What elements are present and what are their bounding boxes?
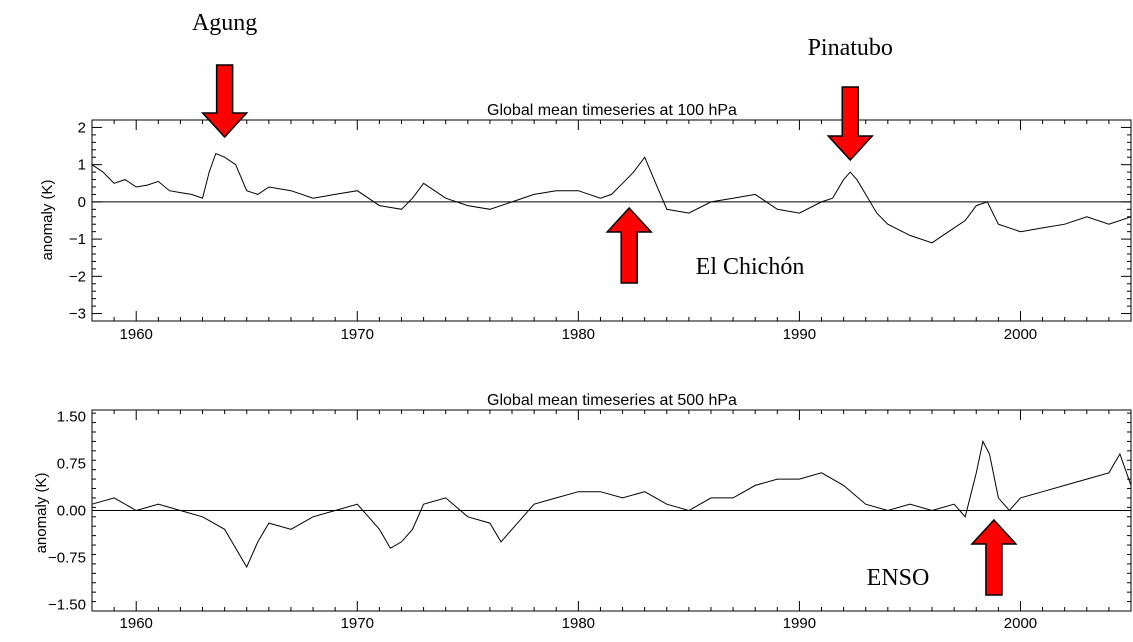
annotation-arrow [970, 518, 1018, 596]
panel-500hpa: Global mean timeseries at 500 hPa anomal… [33, 392, 1132, 632]
y-tick-label: −1.50 [48, 597, 86, 614]
x-tick-label: 1970 [341, 615, 374, 632]
y-tick-labels-100hpa: −3 −2 −1 0 1 2 [69, 119, 86, 322]
y-tick-label: 0 [78, 194, 86, 211]
panel-100hpa: Global mean timeseries at 100 hPa anomal… [39, 102, 1132, 343]
x-tick-label: 1990 [783, 326, 816, 343]
annotation-arrow [826, 86, 874, 162]
y-tick-label: −3 [69, 306, 86, 323]
x-tick-labels-500hpa: 1960 1970 1980 1990 2000 [120, 615, 1038, 632]
x-tick-label: 1990 [783, 615, 816, 632]
chart-title-100hpa: Global mean timeseries at 100 hPa [487, 102, 737, 119]
x-tick-label: 1980 [562, 326, 595, 343]
y-tick-label: −1 [69, 231, 86, 248]
x-tick-label: 2000 [1004, 615, 1037, 632]
annotation-arrow [605, 206, 653, 284]
y-tick-label: 2 [78, 119, 86, 136]
annotation-label: El Chichón [696, 254, 805, 280]
y-axis-label-100hpa: anomaly (K) [39, 180, 56, 261]
annotation-label: ENSO [867, 565, 930, 591]
x-tick-label: 2000 [1004, 326, 1037, 343]
series-line-100hpa [91, 152, 1132, 244]
y-tick-labels-500hpa: −1.50 −0.75 0.00 0.75 1.50 [48, 408, 86, 613]
x-tick-label: 1960 [120, 326, 153, 343]
plot-frame-500hpa [91, 409, 1132, 612]
y-tick-label: −2 [69, 268, 86, 285]
y-tick-label: 1.50 [57, 408, 86, 425]
annotation-label: Pinatubo [808, 35, 893, 61]
annotation-label: Agung [192, 10, 257, 36]
x-tick-label: 1970 [341, 326, 374, 343]
ticks-100hpa [91, 119, 1132, 322]
x-tick-labels-100hpa: 1960 1970 1980 1990 2000 [120, 326, 1038, 343]
y-tick-label: −0.75 [48, 550, 86, 567]
y-tick-label: 0.00 [57, 503, 86, 520]
plot-frame-100hpa [91, 119, 1132, 322]
x-tick-label: 1960 [120, 615, 153, 632]
chart-title-500hpa: Global mean timeseries at 500 hPa [487, 392, 737, 409]
ticks-500hpa [91, 410, 1132, 612]
y-tick-label: 1 [78, 157, 86, 174]
series-line-500hpa [91, 439, 1132, 569]
x-tick-label: 1980 [562, 615, 595, 632]
y-tick-label: 0.75 [57, 455, 86, 472]
annotations: Agung El Chichón Pinatubo ENSO [192, 10, 1018, 596]
y-axis-label-500hpa: anomaly (K) [33, 473, 50, 554]
annotation-arrow [200, 64, 249, 139]
